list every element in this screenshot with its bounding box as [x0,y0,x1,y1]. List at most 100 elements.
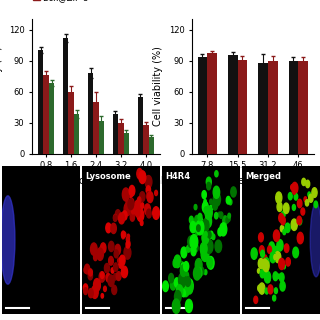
Circle shape [276,192,282,204]
Circle shape [173,259,178,268]
Circle shape [84,288,87,294]
Circle shape [146,186,150,194]
Circle shape [293,247,299,258]
Circle shape [84,264,90,274]
Circle shape [292,188,296,194]
Circle shape [254,296,258,303]
Circle shape [212,200,218,210]
Circle shape [268,285,273,294]
Circle shape [258,259,264,268]
Circle shape [104,286,106,292]
Circle shape [126,236,130,242]
Circle shape [181,247,187,258]
Circle shape [190,221,196,233]
Circle shape [263,266,267,273]
Text: Lysosome: Lysosome [85,172,131,181]
Circle shape [284,244,289,252]
Text: Merged: Merged [245,172,282,181]
Circle shape [116,272,121,281]
Circle shape [226,217,229,223]
Bar [207,53,217,154]
Circle shape [130,213,134,221]
Circle shape [170,280,176,290]
Ellipse shape [1,196,15,284]
Bar [99,121,104,154]
Circle shape [111,259,113,263]
Circle shape [200,242,207,255]
Circle shape [273,295,276,301]
Circle shape [269,242,275,252]
Circle shape [184,261,189,271]
Circle shape [179,273,186,287]
Circle shape [259,259,264,268]
Circle shape [147,192,153,203]
Circle shape [181,263,185,269]
Circle shape [292,204,295,211]
Circle shape [196,219,203,230]
Circle shape [195,220,202,232]
Circle shape [189,216,193,223]
Circle shape [260,269,265,278]
Bar [88,73,93,154]
Circle shape [204,270,207,275]
Circle shape [210,205,213,210]
Circle shape [174,278,179,287]
Circle shape [196,220,204,235]
Circle shape [112,285,117,294]
Bar [228,55,238,154]
Circle shape [202,191,206,199]
Circle shape [111,268,114,273]
Circle shape [191,246,196,256]
Circle shape [263,268,267,274]
Bar [49,83,54,154]
Circle shape [174,255,181,268]
Circle shape [121,266,127,278]
Circle shape [99,272,105,282]
Circle shape [304,197,307,202]
Circle shape [208,231,211,238]
Circle shape [279,258,285,269]
Circle shape [262,259,268,269]
Text: H4R4: H4R4 [165,172,191,181]
Bar [138,97,143,154]
Circle shape [147,209,151,218]
Circle shape [155,190,157,196]
Circle shape [141,203,144,208]
Circle shape [138,197,141,203]
Circle shape [137,209,144,221]
Circle shape [305,200,309,206]
Circle shape [286,258,290,266]
Circle shape [194,244,198,252]
Circle shape [88,272,92,280]
Circle shape [202,202,208,213]
Circle shape [283,264,285,269]
Circle shape [209,231,213,238]
Circle shape [204,199,206,204]
Circle shape [213,186,220,198]
Circle shape [297,232,303,244]
Circle shape [207,257,212,268]
Circle shape [108,241,114,252]
Bar [68,92,74,154]
Circle shape [199,223,204,231]
Circle shape [282,211,285,218]
Circle shape [205,206,212,220]
Circle shape [119,213,124,224]
Circle shape [100,243,106,253]
Circle shape [205,215,212,228]
Circle shape [195,227,199,235]
Circle shape [127,234,130,239]
Circle shape [201,247,209,261]
Circle shape [273,230,280,241]
Circle shape [153,207,159,220]
Circle shape [185,300,192,313]
Circle shape [129,192,132,198]
Circle shape [205,239,213,253]
Circle shape [279,273,284,282]
Circle shape [220,212,223,219]
Bar [289,60,298,154]
Circle shape [172,299,180,314]
Circle shape [197,216,200,222]
Bar [63,38,68,154]
Circle shape [285,223,290,233]
